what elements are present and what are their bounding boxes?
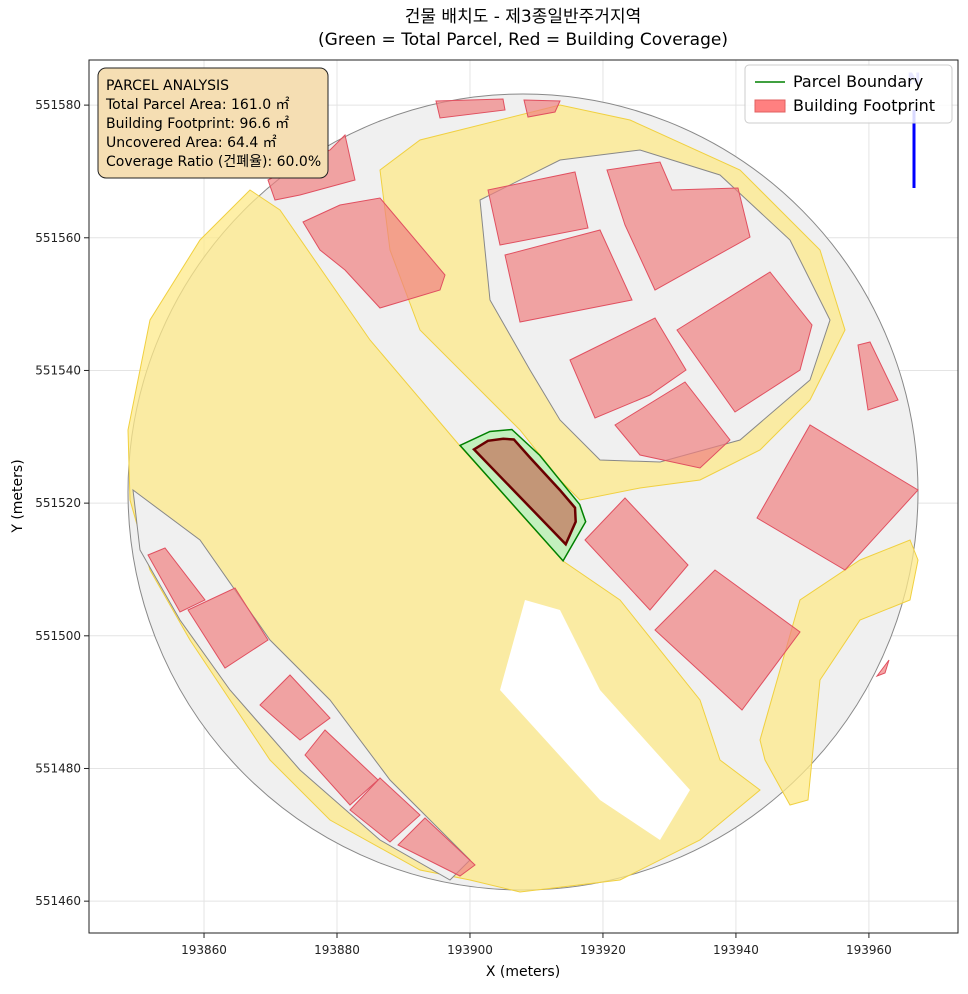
marks [458,428,587,563]
context-building [302,197,446,309]
annotation-line: Total Parcel Area: 161.0 ㎡ [105,97,290,113]
context-building [614,381,731,469]
context-building [147,547,206,613]
legend-label: Parcel Boundary [793,72,923,91]
legend: Parcel Boundary Building Footprint [744,64,953,124]
context-building [435,98,506,119]
context-building [187,587,269,669]
plot-frame [88,59,959,934]
x-axis-label: X (meters) [486,964,560,980]
x-tick-label: 193960 [846,943,892,957]
y-tick-label: 551520 [35,496,81,510]
context-building [857,341,899,411]
y-tick-label: 551540 [35,363,81,377]
annotation-box: PARCEL ANALYSIS Total Parcel Area: 161.0… [97,67,329,179]
building-footprint [471,437,577,547]
y-tick-label: 551580 [35,98,81,112]
x-tick-label: 193860 [181,943,227,957]
context-building [875,659,890,678]
y-tick-label: 551560 [35,231,81,245]
x-tick-label: 193880 [314,943,360,957]
y-tick-label: 551480 [35,761,81,775]
annotation-line: Coverage Ratio (건폐율): 60.0% [106,154,321,170]
annotation-title: PARCEL ANALYSIS [106,78,229,94]
context-building [676,271,813,413]
context-building [259,674,331,741]
context-building [504,229,633,323]
context-building [756,424,919,571]
y-axis-label: Y (meters) [10,459,26,533]
context-building [584,497,689,611]
chart-title: 건물 배치도 - 제3종일반주거지역 [405,7,641,27]
context-building [397,817,476,877]
context-gap [500,600,690,840]
context-building [349,777,421,843]
context-building [654,569,801,711]
context-parcel [132,488,471,881]
context-building [569,317,687,419]
legend-label: Building Footprint [793,96,935,115]
x-tick-label: 193900 [447,943,493,957]
x-tick-label: 193940 [713,943,759,957]
chart-subtitle: (Green = Total Parcel, Red = Building Co… [318,30,728,50]
context-building [523,99,561,118]
annotation-background [97,67,329,179]
legend-box [744,64,953,124]
y-tick-label: 551500 [35,629,81,643]
context-road [759,539,919,806]
y-tick-label: 551460 [35,894,81,908]
annotation-line: Uncovered Area: 64.4 ㎡ [106,135,277,151]
context-building [487,171,589,246]
annotation-line: Building Footprint: 96.6 ㎡ [106,116,289,132]
x-tick-label: 193920 [580,943,626,957]
context-building [606,161,751,291]
legend-swatch [754,99,786,113]
